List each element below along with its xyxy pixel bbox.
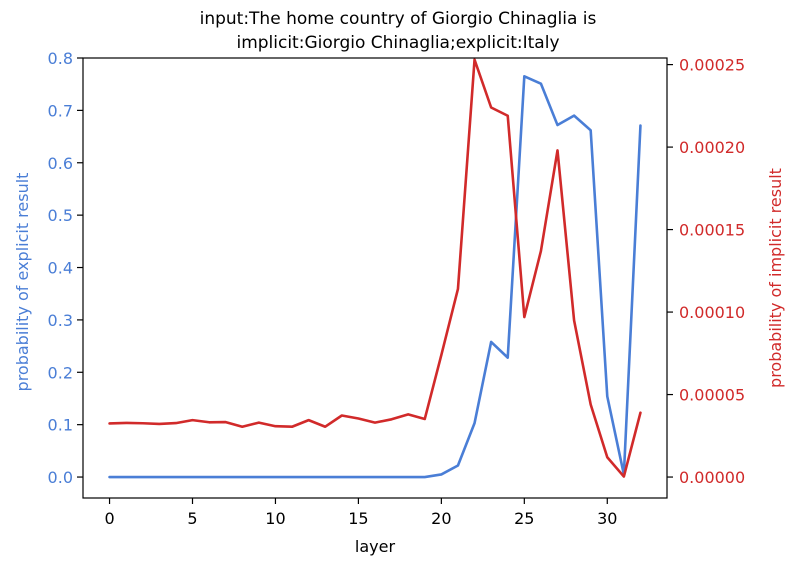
left-y-tick-label: 0.0 <box>48 468 73 487</box>
left-y-tick-label: 0.5 <box>48 206 73 225</box>
right-y-tick-label: 0.00015 <box>679 221 745 240</box>
x-axis-label: layer <box>355 537 396 556</box>
x-tick-label: 30 <box>597 509 617 528</box>
right-y-tick-label: 0.00010 <box>679 303 745 322</box>
x-tick-label: 20 <box>431 509 451 528</box>
x-tick-label: 0 <box>104 509 114 528</box>
left-y-tick-label: 0.2 <box>48 363 73 382</box>
left-y-tick-label: 0.1 <box>48 416 73 435</box>
x-tick-label: 25 <box>514 509 534 528</box>
ticks-layer: 0 5 10 15 20 25 30 0.0 0.1 0.2 0.3 0.4 0.5 0.6 0.7 0.8 0… <box>48 49 746 528</box>
implicit-result-line <box>108 58 642 478</box>
chart-title-line-1: input:The home country of Giorgio Chinag… <box>200 9 597 29</box>
left-y-tick-label: 0.6 <box>48 154 73 173</box>
x-tick-label: 15 <box>348 509 368 528</box>
left-y-tick-label: 0.7 <box>48 101 73 120</box>
right-y-tick-label: 0.00005 <box>679 386 745 405</box>
plot-frame <box>82 57 668 499</box>
chart-title-line-2: implicit:Giorgio Chinaglia;explicit:Ital… <box>236 33 559 53</box>
left-y-tick-label: 0.8 <box>48 49 73 68</box>
right-y-axis-label: probability of implicit result <box>766 168 785 388</box>
left-y-tick-label: 0.3 <box>48 311 73 330</box>
right-y-tick-label: 0.00025 <box>679 56 745 75</box>
x-tick-label: 5 <box>187 509 197 528</box>
left-y-axis-label: probability of explicit result <box>13 173 32 392</box>
series-layer <box>108 58 642 479</box>
right-y-tick-label: 0.00020 <box>679 138 745 157</box>
x-tick-label: 10 <box>265 509 285 528</box>
left-y-tick-label: 0.4 <box>48 259 73 278</box>
explicit-result-line <box>108 75 642 479</box>
right-y-tick-label: 0.00000 <box>679 468 745 487</box>
